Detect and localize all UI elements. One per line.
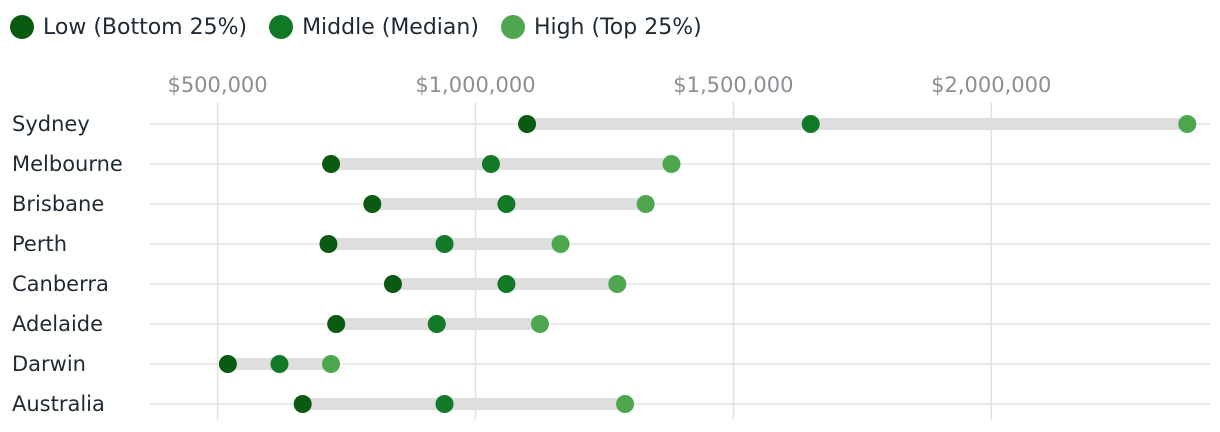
point-low (383, 275, 402, 293)
point-middle (427, 315, 446, 333)
x-tick-label: $500,000 (167, 73, 267, 97)
legend-swatch-high (500, 15, 525, 39)
legend-swatch-middle (269, 15, 294, 39)
point-high (530, 315, 549, 333)
category-label: Sydney (12, 112, 90, 136)
point-low (293, 395, 312, 413)
point-middle (481, 155, 500, 173)
legend-label-middle: Middle (Median) (302, 14, 479, 40)
category-label: Canberra (12, 272, 109, 296)
legend-item-high: High (Top 25%) (500, 14, 702, 40)
category-label: Perth (12, 232, 67, 256)
point-high (636, 195, 655, 213)
legend-item-low: Low (Bottom 25%) (10, 15, 247, 40)
legend: Low (Bottom 25%) Middle (Median) High (T… (10, 10, 702, 44)
point-middle (801, 115, 820, 133)
point-middle (435, 235, 454, 253)
data-points (218, 115, 1197, 413)
range-bars (227, 118, 1188, 410)
point-high (608, 275, 627, 293)
point-high (1178, 115, 1197, 133)
point-middle (435, 395, 454, 413)
category-label: Melbourne (12, 152, 123, 176)
category-label: Australia (12, 392, 105, 416)
point-high (662, 155, 681, 173)
category-rows: Sydney Melbourne Brisbane Perth Canberra Adel… (12, 112, 123, 416)
point-middle (497, 275, 516, 293)
point-low (218, 355, 237, 373)
category-label: Adelaide (12, 312, 103, 336)
legend-label-low: Low (Bottom 25%) (43, 14, 248, 40)
legend-item-middle: Middle (Median) (269, 15, 479, 40)
point-high (616, 395, 635, 413)
point-low (327, 315, 346, 333)
legend-swatch-low (10, 15, 34, 39)
grid-layer (150, 102, 1210, 420)
x-axis-ticks: $500,000 $1,000,000 $1,500,000 $2,000,000 (167, 73, 1051, 97)
x-tick-label: $1,500,000 (673, 73, 793, 97)
category-label: Brisbane (12, 192, 104, 216)
point-high (551, 235, 570, 253)
point-low (363, 195, 382, 213)
point-middle (497, 195, 516, 213)
point-high (322, 355, 341, 373)
point-middle (270, 355, 289, 373)
point-low (322, 155, 341, 173)
point-low (518, 115, 537, 133)
x-tick-label: $1,000,000 (415, 73, 535, 97)
point-low (319, 235, 338, 253)
legend-label-high: High (Top 25%) (533, 14, 702, 40)
x-tick-label: $2,000,000 (931, 73, 1051, 97)
category-label: Darwin (12, 352, 86, 376)
